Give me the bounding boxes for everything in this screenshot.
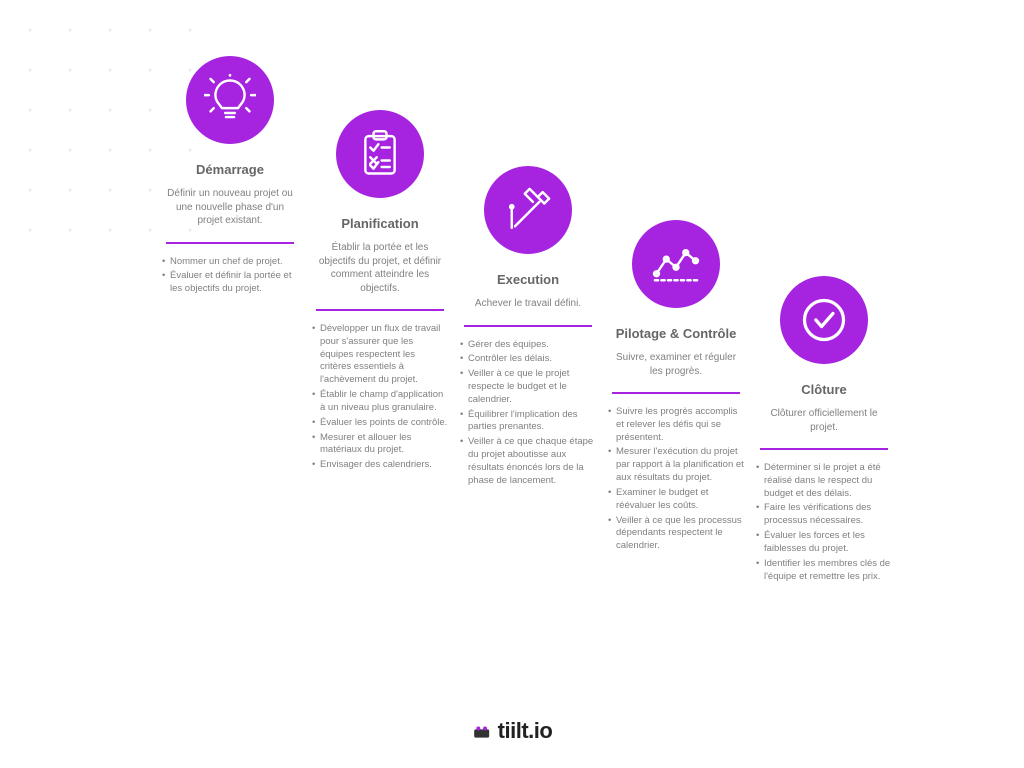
phase-divider bbox=[166, 242, 294, 244]
phase-bullets: Suivre les progrès accomplis et relever … bbox=[606, 406, 746, 553]
clipboard-icon bbox=[336, 110, 424, 198]
phase-column: Pilotage & Contrôle Suivre, examiner et r… bbox=[606, 220, 746, 555]
phase-column: Execution Achever le travail défini. Gérer… bbox=[458, 166, 598, 489]
phase-bullets: Gérer des équipes.Contrôler les délais. V… bbox=[458, 339, 598, 488]
phase-bullet: Veiller à ce que chaque étape du projet … bbox=[460, 436, 596, 487]
phase-title: Pilotage & Contrôle bbox=[606, 326, 746, 341]
phase-subtitle: Établir la portée et les objectifs du pr… bbox=[310, 241, 450, 295]
phase-bullet: Établir le champ d'application à un nive… bbox=[312, 389, 448, 415]
phase-bullet: Veiller à ce que les processus dépendant… bbox=[608, 515, 744, 553]
phase-subtitle: Définir un nouveau projet ou une nouvell… bbox=[160, 187, 300, 228]
phase-bullet: Déterminer si le projet a été réalisé da… bbox=[756, 462, 892, 500]
footer-logo: tiilt.io bbox=[472, 718, 553, 744]
phase-bullet: Équilibrer l'implication des parties pre… bbox=[460, 409, 596, 435]
phase-subtitle: Clôturer officiellement le projet. bbox=[754, 407, 894, 434]
lightbulb-icon bbox=[186, 56, 274, 144]
linechart-icon bbox=[632, 220, 720, 308]
phase-bullet: Évaluer les points de contrôle. bbox=[312, 417, 448, 430]
phase-divider bbox=[316, 309, 444, 311]
phase-title: Clôture bbox=[754, 382, 894, 397]
checkmark-icon bbox=[780, 276, 868, 364]
phase-bullet: Mesurer l'exécution du projet par rappor… bbox=[608, 446, 744, 484]
phase-divider bbox=[464, 325, 592, 327]
phase-bullet: Évaluer les forces et les faiblesses du … bbox=[756, 530, 892, 556]
phase-subtitle: Achever le travail défini. bbox=[458, 297, 598, 311]
brand-text: tiilt.io bbox=[498, 718, 553, 744]
phase-title: Démarrage bbox=[160, 162, 300, 177]
phase-bullets: Nommer un chef de projet.Évaluer et défi… bbox=[160, 256, 300, 296]
phase-column: Planification Établir la portée et les ob… bbox=[310, 110, 450, 474]
hammer-icon bbox=[484, 166, 572, 254]
phase-bullet: Envisager des calendriers. bbox=[312, 459, 448, 472]
phase-bullet: Veiller à ce que le projet respecte le b… bbox=[460, 368, 596, 406]
phase-bullet: Mesurer et allouer les matériaux du proj… bbox=[312, 432, 448, 458]
phase-subtitle: Suivre, examiner et réguler les progrès. bbox=[606, 351, 746, 378]
phase-title: Planification bbox=[310, 216, 450, 231]
phase-bullet: Faire les vérifications des processus né… bbox=[756, 502, 892, 528]
phase-bullets: Développer un flux de travail pour s'ass… bbox=[310, 323, 450, 472]
phase-bullet: Gérer des équipes. bbox=[460, 339, 596, 352]
phase-bullet: Évaluer et définir la portée et les obje… bbox=[162, 270, 298, 296]
phase-column: Clôture Clôturer officiellement le projet… bbox=[754, 276, 894, 585]
phase-bullet: Identifier les membres clés de l'équipe … bbox=[756, 558, 892, 584]
phase-divider bbox=[612, 392, 740, 394]
phase-divider bbox=[760, 448, 888, 450]
brick-icon bbox=[472, 721, 492, 741]
phase-bullet: Contrôler les délais. bbox=[460, 353, 596, 366]
phase-bullet: Examiner le budget et réévaluer les coût… bbox=[608, 487, 744, 513]
phase-bullet: Nommer un chef de projet. bbox=[162, 256, 298, 269]
phase-column: Démarrage Définir un nouveau projet ou un… bbox=[160, 56, 300, 298]
phase-bullet: Suivre les progrès accomplis et relever … bbox=[608, 406, 744, 444]
phase-bullet: Développer un flux de travail pour s'ass… bbox=[312, 323, 448, 387]
phase-bullets: Déterminer si le projet a été réalisé da… bbox=[754, 462, 894, 583]
phase-title: Execution bbox=[458, 272, 598, 287]
